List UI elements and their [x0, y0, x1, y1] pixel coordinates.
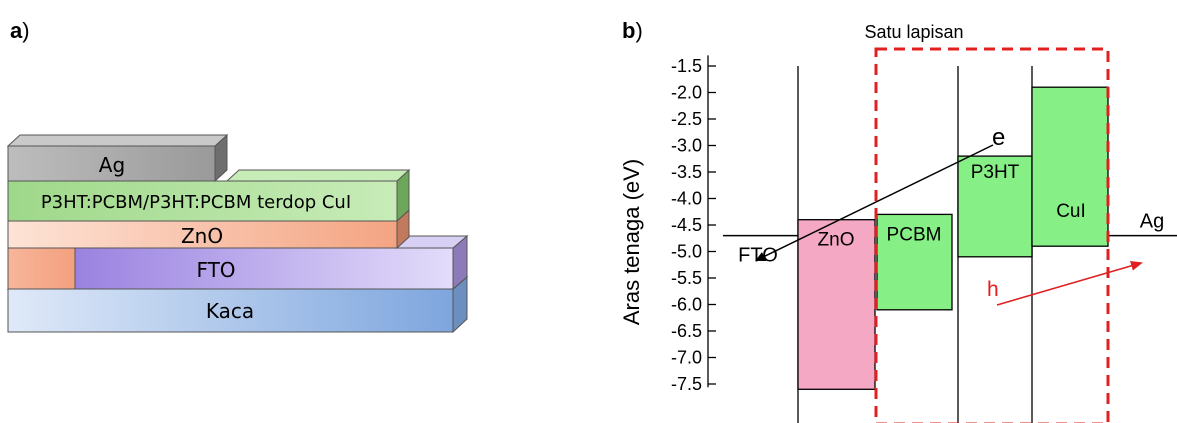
- panel-a-label: a): [10, 18, 30, 43]
- y-tick-label: -7.5: [671, 374, 702, 394]
- fto-level-label: FTO: [738, 245, 778, 267]
- glass-layer-label: Kaca: [206, 299, 254, 323]
- active-layer-label: P3HT:PCBM/P3HT:PCBM terdop CuI: [41, 192, 351, 213]
- pcbm-band-label: PCBM: [887, 224, 942, 245]
- ag-layer-label: Ag: [99, 153, 125, 177]
- y-tick-label: -2.0: [671, 83, 702, 103]
- hole-label: h: [987, 278, 999, 301]
- cui-band: [1032, 87, 1108, 246]
- fto-zno-contact: [8, 248, 75, 289]
- y-tick-label: -7.0: [671, 348, 702, 368]
- hole-arrow: [997, 263, 1141, 305]
- y-axis: -1.5 -2.0 -2.5 -3.0 -3.5 -4.0 -4.5 -5.0 -5.5 -6.0…: [671, 55, 716, 394]
- zno-band-label: ZnO: [818, 230, 855, 251]
- group-label: Satu lapisan: [864, 22, 963, 42]
- fto-layer-label: FTO: [196, 258, 235, 282]
- ag-layer: Ag: [8, 135, 227, 181]
- panel-b: b) Satu lapisan Aras tenaga (eV) -1.5 -2.…: [619, 18, 1177, 423]
- y-tick-label: -4.5: [671, 215, 702, 235]
- electron-label: e: [992, 124, 1005, 151]
- y-tick-label: -3.5: [671, 162, 702, 182]
- energy-level-plot: FTO ZnO PCBM P3HT CuI Ag e h: [723, 49, 1177, 423]
- y-tick-label: -6.0: [671, 295, 702, 315]
- zno-layer-label: ZnO: [181, 224, 223, 248]
- y-tick-label: -6.5: [671, 321, 702, 341]
- y-tick-label: -5.5: [671, 268, 702, 288]
- y-tick-label: -3.0: [671, 136, 702, 156]
- ag-level-label: Ag: [1140, 211, 1164, 233]
- p3ht-band-label: P3HT: [971, 162, 1020, 183]
- y-tick-label: -5.0: [671, 242, 702, 262]
- y-axis-title: Aras tenaga (eV): [619, 159, 644, 325]
- panel-a: a) Kaca FTO ZnO P3HT:PCBM/P3HT:PC: [8, 18, 467, 332]
- panel-b-label: b): [622, 18, 643, 43]
- y-tick-label: -4.0: [671, 189, 702, 209]
- y-tick-label: -1.5: [671, 56, 702, 76]
- cui-band-label: CuI: [1056, 201, 1086, 222]
- y-tick-label: -2.5: [671, 109, 702, 129]
